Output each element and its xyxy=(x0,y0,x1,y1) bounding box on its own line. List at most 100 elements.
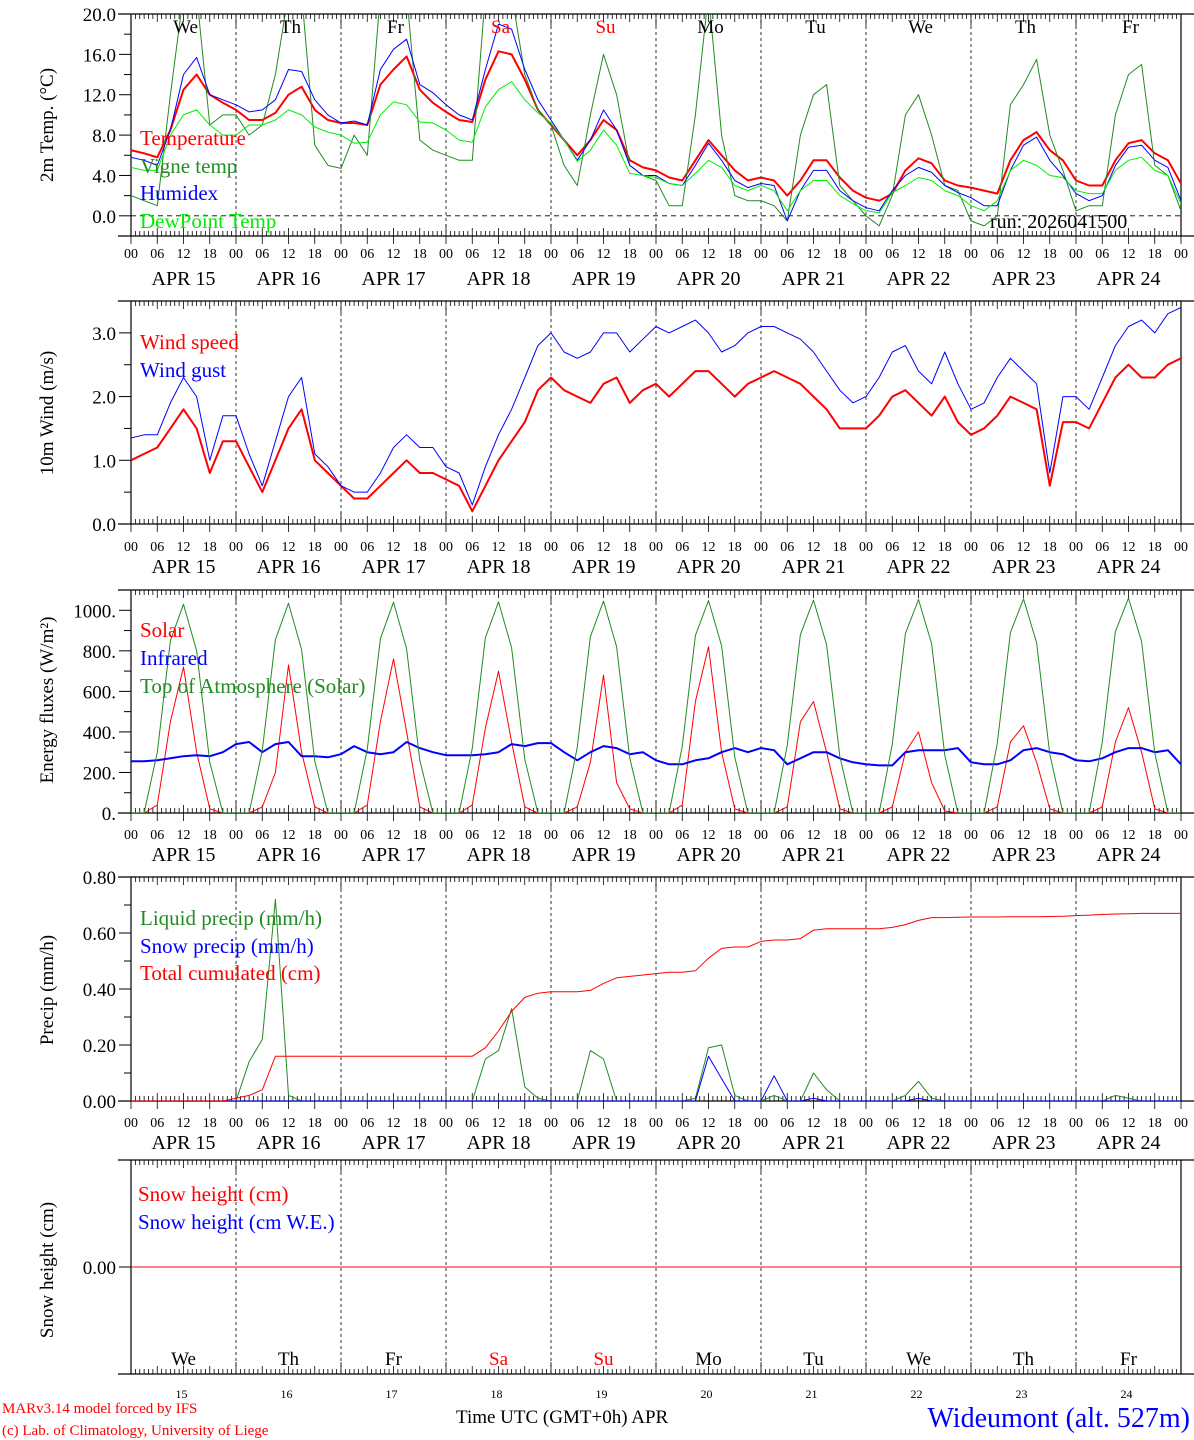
x-hour-label: 18 xyxy=(1148,540,1162,555)
weekday-label: We xyxy=(906,1349,931,1370)
x-hour-label: 12 xyxy=(282,1116,296,1131)
y-tick-label: 0.0 xyxy=(92,207,116,228)
panel-2: 0.0 1.0 2.0 3.0 10m Wind (m/s) Wind speed Wind… xyxy=(37,300,1194,578)
x-hour-label: 06 xyxy=(360,828,374,843)
x-hour-label: 12 xyxy=(1017,828,1031,843)
x-hour-label: 06 xyxy=(885,1116,899,1131)
x-hour-label: 18 xyxy=(518,828,532,843)
x-hour-label: 00 xyxy=(1069,1116,1083,1131)
x-day-label: APR 15 xyxy=(152,844,216,866)
x-hour-label: 06 xyxy=(780,1116,794,1131)
y-axis-title: 10m Wind (m/s) xyxy=(37,351,58,476)
x-hour-label: 00 xyxy=(964,1116,978,1131)
x-hour-label: 06 xyxy=(150,1116,164,1131)
y-tick-label: 0.80 xyxy=(83,868,116,889)
x-hour-label: 00 xyxy=(649,247,663,262)
x-hour-label: 12 xyxy=(807,1116,821,1131)
x-hour-label: 18 xyxy=(413,828,427,843)
x-hour-label: 06 xyxy=(570,540,584,555)
y-tick-label: 800. xyxy=(83,642,116,663)
weekday-label: Th xyxy=(1015,17,1037,38)
x-hour-label: 18 xyxy=(623,247,637,262)
y-axis-title: Energy fluxes (W/m²) xyxy=(37,617,58,784)
weekday-label: We xyxy=(908,17,933,38)
x-hour-label: 12 xyxy=(1122,540,1136,555)
x-day-label: APR 23 xyxy=(992,268,1056,290)
x-hour-label: 00 xyxy=(439,1116,453,1131)
x-hour-label: 06 xyxy=(990,540,1004,555)
x-hour-label: 12 xyxy=(597,247,611,262)
x-day-label: APR 15 xyxy=(152,556,216,578)
x-hour-label: 00 xyxy=(544,247,558,262)
x-hour-label: 18 xyxy=(1148,828,1162,843)
x-day-label: APR 16 xyxy=(257,1132,321,1154)
day-number-label: 16 xyxy=(281,1387,293,1401)
panel-1: 0.0 4.0 8.0 12.0 16.0 20.0 2m Temp. (°C) Temper… xyxy=(37,5,1194,290)
x-hour-label: 00 xyxy=(754,1116,768,1131)
weekday-label: Fr xyxy=(1122,17,1140,38)
x-hour-label: 18 xyxy=(203,247,217,262)
x-hour-label: 18 xyxy=(413,1116,427,1131)
x-hour-label: 00 xyxy=(964,247,978,262)
x-hour-label: 00 xyxy=(649,1116,663,1131)
x-hour-label: 12 xyxy=(807,828,821,843)
x-day-label: APR 20 xyxy=(677,556,741,578)
x-hour-label: 00 xyxy=(754,540,768,555)
x-hour-label: 18 xyxy=(413,540,427,555)
y-tick-label: 4.0 xyxy=(92,166,116,187)
x-hour-label: 06 xyxy=(675,1116,689,1131)
x-day-label: APR 21 xyxy=(782,268,846,290)
x-hour-label: 18 xyxy=(833,828,847,843)
x-hour-label: 06 xyxy=(675,540,689,555)
series-line-humidex xyxy=(131,23,1181,222)
x-day-label: APR 18 xyxy=(467,556,531,578)
series-line-vigne-temp xyxy=(131,14,1181,227)
x-hour-label: 06 xyxy=(360,1116,374,1131)
series-group xyxy=(131,306,1181,513)
day-number-label: 15 xyxy=(176,1387,188,1401)
x-hour-label: 18 xyxy=(728,540,742,555)
panel-4: 0.00 0.20 0.40 0.60 0.80 Precip (mm/h) Liquid … xyxy=(37,868,1194,1154)
x-day-label: APR 23 xyxy=(992,844,1056,866)
x-hour-label: 12 xyxy=(1122,1116,1136,1131)
panel-3: 0. 200. 400. 600. 800. 1000. Energy fluxes (W/… xyxy=(37,589,1194,866)
x-hour-label: 06 xyxy=(1095,247,1109,262)
day-number-label: 24 xyxy=(1121,1387,1133,1401)
x-hour-label: 06 xyxy=(255,828,269,843)
x-day-label: APR 19 xyxy=(572,556,636,578)
series-line-top-of-atmosphere-solar- xyxy=(131,597,1181,813)
weekday-label: Mo xyxy=(697,17,723,38)
x-day-label: APR 22 xyxy=(887,556,951,578)
y-tick-label: 0.0 xyxy=(92,515,116,536)
x-hour-label: 06 xyxy=(150,828,164,843)
x-day-label: APR 17 xyxy=(362,1132,426,1154)
x-day-label: APR 18 xyxy=(467,1132,531,1154)
x-hour-label: 06 xyxy=(255,1116,269,1131)
y-tick-label: 1000. xyxy=(73,601,116,622)
x-hour-label: 18 xyxy=(833,1116,847,1131)
x-hour-label: 18 xyxy=(1148,1116,1162,1131)
x-hour-label: 18 xyxy=(938,540,952,555)
x-hour-label: 18 xyxy=(623,1116,637,1131)
x-hour-label: 12 xyxy=(597,540,611,555)
y-tick-label: 0.40 xyxy=(83,980,116,1001)
x-hour-label: 00 xyxy=(964,540,978,555)
y-tick-label: 3.0 xyxy=(92,324,116,345)
weekday-label: Fr xyxy=(385,1349,403,1370)
series-group xyxy=(131,597,1181,813)
x-hour-label: 18 xyxy=(203,828,217,843)
x-hour-label: 18 xyxy=(308,247,322,262)
x-hour-label: 18 xyxy=(1043,1116,1057,1131)
x-hour-label: 18 xyxy=(833,247,847,262)
y-tick-label: 0.60 xyxy=(83,924,116,945)
legend-entry: Wind gust xyxy=(140,358,226,382)
weekday-label: We xyxy=(173,17,198,38)
legend-entry: DewPoint Temp xyxy=(140,209,276,233)
x-hour-label: 18 xyxy=(938,1116,952,1131)
weekday-label: Tu xyxy=(805,17,826,38)
x-hour-label: 18 xyxy=(203,540,217,555)
x-hour-label: 00 xyxy=(229,247,243,262)
x-hour-label: 06 xyxy=(1095,1116,1109,1131)
x-hour-label: 12 xyxy=(807,247,821,262)
panel-5: 0.00 Snow height (cm) Snow height (cm) Snow… xyxy=(37,1159,1194,1401)
